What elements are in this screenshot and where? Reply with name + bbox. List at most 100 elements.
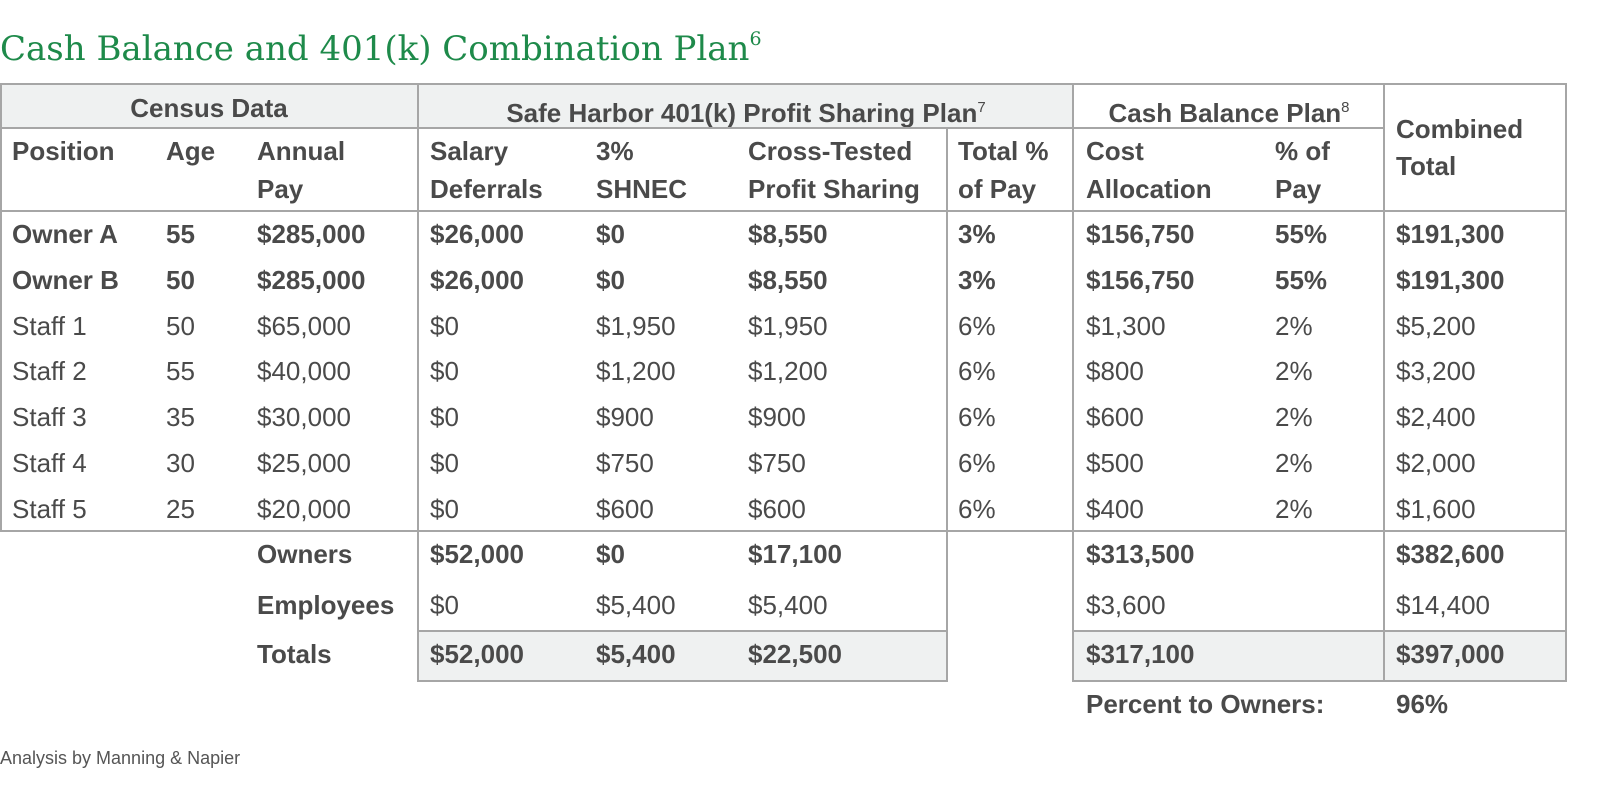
cell-cross: $8,550 [748, 264, 828, 295]
cell-position: Owner B [12, 264, 119, 295]
cell-cost: $800 [1086, 356, 1144, 387]
cell-age: 35 [166, 402, 195, 433]
col-shnec-line1: 3% [596, 136, 634, 166]
cell-pct: 2% [1275, 310, 1313, 341]
cell-sal: $26,000 [430, 219, 524, 249]
cell-tot: 3% [958, 219, 996, 249]
summary-comb: $382,600 [1396, 539, 1505, 569]
col-annual-pay-line2: Pay [257, 174, 304, 204]
cell-shnec: $600 [596, 493, 654, 524]
cell-sal: $0 [430, 402, 459, 433]
summary-label: Owners [257, 539, 353, 569]
cell-pay: $20,000 [257, 493, 351, 524]
cell-pay: $40,000 [257, 356, 351, 387]
col-cost-allocation-line1: Cost [1086, 136, 1144, 166]
rule-totals-bottom-b [1073, 680, 1567, 682]
cell-shnec: $1,200 [596, 356, 676, 387]
cell-pay: $25,000 [257, 448, 351, 478]
totals-row-fill [1073, 632, 1567, 680]
rule-data-bottom [0, 530, 1567, 532]
summary-cost: $3,600 [1086, 590, 1166, 620]
cell-cross: $750 [748, 448, 806, 478]
col-cost-allocation-line2: Allocation [1086, 174, 1212, 204]
rule-group-header [0, 127, 1384, 129]
summary-shnec: $0 [596, 539, 625, 569]
group-safe-harbor: Safe Harbor 401(k) Profit Sharing Plan7 [506, 98, 986, 128]
cell-shnec: $0 [596, 219, 625, 249]
cell-sal: $0 [430, 310, 459, 341]
rule-v-combined [1383, 83, 1385, 682]
group-header-fill [0, 85, 1073, 129]
cell-comb: $2,400 [1396, 402, 1476, 433]
percent-to-owners-label: Percent to Owners: [1086, 689, 1325, 719]
col-total-pct-line1: Total % [958, 136, 1049, 166]
percent-to-owners-value: 96% [1396, 689, 1449, 719]
cell-cost: $156,750 [1086, 264, 1195, 295]
cell-pct: 2% [1275, 493, 1313, 524]
cell-pay: $65,000 [257, 310, 351, 341]
col-salary-line1: Salary [430, 136, 509, 166]
cell-comb: $1,600 [1396, 493, 1476, 524]
rule-top [0, 83, 1567, 85]
cell-shnec: $900 [596, 402, 654, 433]
group-cash-balance: Cash Balance Plan8 [1108, 98, 1350, 128]
col-position: Position [12, 136, 115, 166]
summary-cross: $5,400 [748, 590, 828, 620]
rule-column-header [0, 210, 1567, 212]
col-pct-of-pay-line1: % of [1275, 136, 1330, 166]
summary-cross: $17,100 [748, 539, 842, 569]
rule-totals-bottom-a [418, 680, 948, 682]
summary-cost: $317,100 [1086, 639, 1195, 669]
cell-tot: 3% [958, 264, 996, 295]
cell-pay: $30,000 [257, 402, 351, 433]
cell-cross: $1,950 [748, 310, 828, 341]
cell-age: 25 [166, 493, 195, 524]
summary-comb: $14,400 [1396, 590, 1490, 620]
cell-pct: 2% [1275, 402, 1313, 433]
cell-cost: $500 [1086, 448, 1144, 478]
group-census-data: Census Data [130, 93, 288, 123]
cell-position: Staff 5 [12, 493, 87, 524]
cell-comb: $3,200 [1396, 356, 1476, 387]
cell-pct: 2% [1275, 356, 1313, 387]
col-pct-of-pay-line2: Pay [1275, 174, 1322, 204]
cell-shnec: $0 [596, 264, 625, 295]
cell-cross: $8,550 [748, 219, 828, 249]
summary-label: Employees [257, 590, 395, 620]
cell-age: 55 [166, 356, 195, 387]
cell-comb: $191,300 [1396, 264, 1505, 295]
rule-v-cash-balance [1072, 83, 1074, 682]
cell-age: 30 [166, 448, 195, 478]
cell-comb: $5,200 [1396, 310, 1476, 341]
cell-shnec: $1,950 [596, 310, 676, 341]
cell-cost: $400 [1086, 493, 1144, 524]
cell-cross: $600 [748, 493, 806, 524]
col-shnec-line2: SHNEC [596, 174, 688, 204]
cell-sal: $0 [430, 448, 459, 478]
col-total-pct-line2: of Pay [958, 174, 1037, 204]
cell-tot: 6% [958, 310, 996, 341]
page-title: Cash Balance and 401(k) Combination Plan… [0, 28, 762, 69]
col-salary-line2: Deferrals [430, 174, 543, 204]
cell-age: 50 [166, 264, 195, 295]
cell-pay: $285,000 [257, 219, 366, 249]
cell-cost: $600 [1086, 402, 1144, 433]
cell-pay: $285,000 [257, 264, 366, 295]
rule-v-census [417, 83, 419, 682]
summary-sal: $0 [430, 590, 459, 620]
cell-age: 50 [166, 310, 195, 341]
cell-position: Owner A [12, 219, 118, 249]
cell-sal: $0 [430, 493, 459, 524]
cell-tot: 6% [958, 402, 996, 433]
cell-cost: $156,750 [1086, 219, 1195, 249]
cell-pct: 55% [1275, 264, 1328, 295]
rule-v-right [1565, 83, 1567, 682]
col-age: Age [166, 136, 216, 166]
cell-sal: $26,000 [430, 264, 524, 295]
cell-cross: $900 [748, 402, 806, 433]
group-combined-total-line2: Total [1396, 151, 1457, 181]
cell-age: 55 [166, 219, 195, 249]
summary-comb: $397,000 [1396, 639, 1505, 669]
group-combined-total-line1: Combined [1396, 114, 1524, 144]
cell-comb: $191,300 [1396, 219, 1505, 249]
